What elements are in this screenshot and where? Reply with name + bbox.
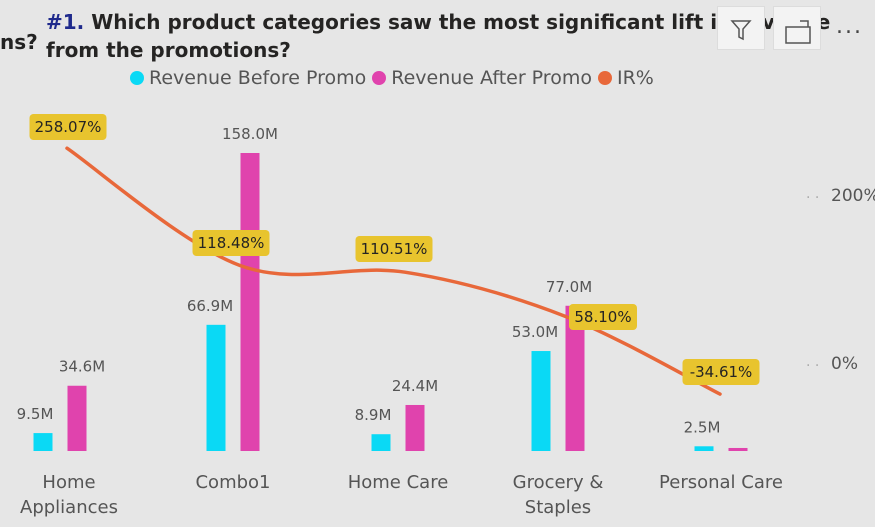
title-text: Which product categories saw the most si… bbox=[46, 10, 831, 62]
legend-label-after: Revenue After Promo bbox=[391, 67, 592, 89]
more-options-button[interactable]: ... bbox=[836, 14, 863, 39]
label-before-3: 53.0M bbox=[512, 323, 558, 341]
category-label-line: Grocery & bbox=[512, 472, 604, 493]
bar-before-3[interactable] bbox=[531, 351, 551, 451]
category-label-1: Combo1 bbox=[168, 470, 298, 495]
category-label-line: Appliances bbox=[20, 497, 118, 518]
ir-label-0: 258.07% bbox=[35, 118, 102, 136]
category-label-2: Home Care bbox=[333, 470, 463, 495]
title-number: #1. bbox=[46, 10, 85, 34]
focus-mode-icon bbox=[785, 20, 811, 44]
filter-button[interactable] bbox=[717, 6, 765, 50]
chart-title: #1. Which product categories saw the mos… bbox=[46, 8, 856, 64]
category-label-line: Staples bbox=[524, 497, 592, 518]
category-label-4: Personal Care bbox=[656, 470, 786, 495]
ir-label-box-3 bbox=[569, 304, 637, 330]
bar-after-4[interactable] bbox=[728, 447, 748, 451]
ir-line[interactable] bbox=[65, 146, 722, 396]
label-before-1: 66.9M bbox=[187, 297, 233, 315]
bar-before-0[interactable] bbox=[33, 433, 53, 451]
label-before-4: 2.5M bbox=[684, 418, 721, 436]
filter-icon bbox=[730, 20, 752, 41]
label-after-3: 77.0M bbox=[546, 278, 592, 296]
ir-label-box-2 bbox=[355, 236, 433, 262]
bar-before-4[interactable] bbox=[694, 446, 714, 451]
ir-label-box-1 bbox=[192, 230, 270, 256]
category-label-0: Home Appliances bbox=[4, 470, 134, 520]
axis-tick-dots-1: · · bbox=[806, 190, 819, 206]
legend-item-ir[interactable]: IR% bbox=[597, 67, 654, 89]
category-label-line: Home Care bbox=[347, 472, 449, 493]
ir-label-2: 110.51% bbox=[361, 240, 428, 258]
legend-dot-before bbox=[130, 71, 144, 85]
bar-after-0[interactable] bbox=[67, 385, 87, 451]
label-after-2: 24.4M bbox=[392, 377, 438, 395]
label-before-2: 8.9M bbox=[355, 406, 392, 424]
legend-item-before[interactable]: Revenue Before Promo bbox=[130, 67, 366, 89]
legend: Revenue Before Promo Revenue After Promo… bbox=[130, 66, 660, 90]
secondary-axis-label-0: 0% bbox=[831, 354, 858, 374]
ir-label-box-0 bbox=[29, 114, 107, 140]
bar-before-2[interactable] bbox=[371, 434, 391, 451]
bar-after-3[interactable] bbox=[565, 305, 585, 451]
legend-dot-ir bbox=[597, 71, 612, 85]
axis-tick-dots-0: · · bbox=[806, 358, 819, 374]
legend-dot-after bbox=[372, 71, 387, 85]
label-after-1: 158.0M bbox=[222, 125, 278, 143]
legend-label-ir: IR% bbox=[616, 67, 654, 89]
label-before-0: 9.5M bbox=[17, 405, 54, 423]
bar-after-1[interactable] bbox=[240, 153, 260, 451]
bar-before-1[interactable] bbox=[206, 324, 226, 451]
ir-label-1: 118.48% bbox=[198, 234, 265, 252]
category-label-3: Grocery & Staples bbox=[493, 470, 623, 520]
clipped-background-text: ns? bbox=[0, 30, 38, 54]
ir-label-4: -34.61% bbox=[690, 363, 753, 381]
legend-item-after[interactable]: Revenue After Promo bbox=[372, 67, 592, 89]
ir-label-box-4 bbox=[682, 359, 760, 385]
category-label-line: Home bbox=[42, 472, 96, 493]
category-label-line: Personal Care bbox=[659, 472, 783, 493]
ir-label-3: 58.10% bbox=[574, 308, 631, 326]
legend-label-before: Revenue Before Promo bbox=[149, 67, 367, 89]
category-label-line: Combo1 bbox=[195, 472, 271, 493]
secondary-axis-label-1: 200% bbox=[831, 186, 875, 206]
bar-after-2[interactable] bbox=[405, 404, 425, 451]
focus-mode-button[interactable] bbox=[773, 6, 821, 50]
label-after-0: 34.6M bbox=[59, 358, 105, 376]
